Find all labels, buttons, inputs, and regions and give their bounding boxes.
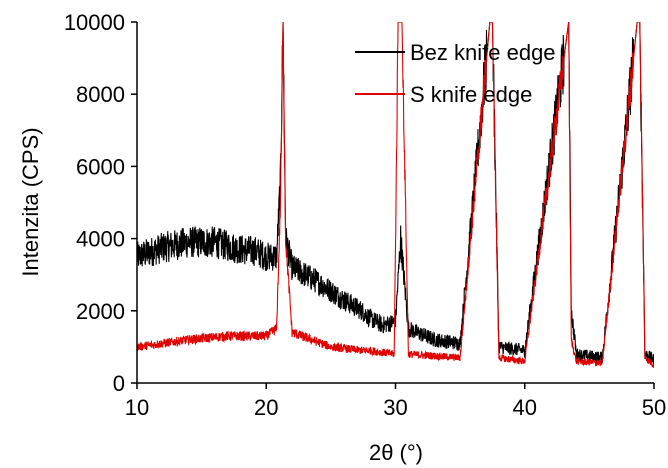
series-line-s-knife-edge [137, 22, 654, 369]
x-tick-label: 30 [383, 395, 407, 420]
y-tick-label: 4000 [76, 227, 125, 252]
plot-area [137, 22, 654, 369]
axes [131, 21, 655, 389]
y-tick-label: 6000 [76, 154, 125, 179]
x-tick-label: 50 [642, 395, 666, 420]
series-line-bez-knife-edge [137, 22, 654, 365]
legend-label-bez: Bez knife edge [410, 40, 556, 65]
legend: Bez knife edge S knife edge [355, 40, 556, 107]
y-tick-label: 10000 [64, 10, 125, 35]
x-tick-label: 20 [254, 395, 278, 420]
y-tick-label: 2000 [76, 299, 125, 324]
x-tick-label: 10 [125, 395, 149, 420]
x-tick-label: 40 [513, 395, 537, 420]
y-tick-label: 8000 [76, 82, 125, 107]
y-axis-title: Intenzita (CPS) [18, 127, 43, 276]
y-tick-label: 0 [113, 371, 125, 396]
x-axis-title: 2θ (°) [369, 440, 423, 465]
legend-label-s: S knife edge [410, 82, 532, 107]
tick-labels: 0 2000 4000 6000 8000 10000 10 20 30 40 50 [64, 10, 666, 420]
